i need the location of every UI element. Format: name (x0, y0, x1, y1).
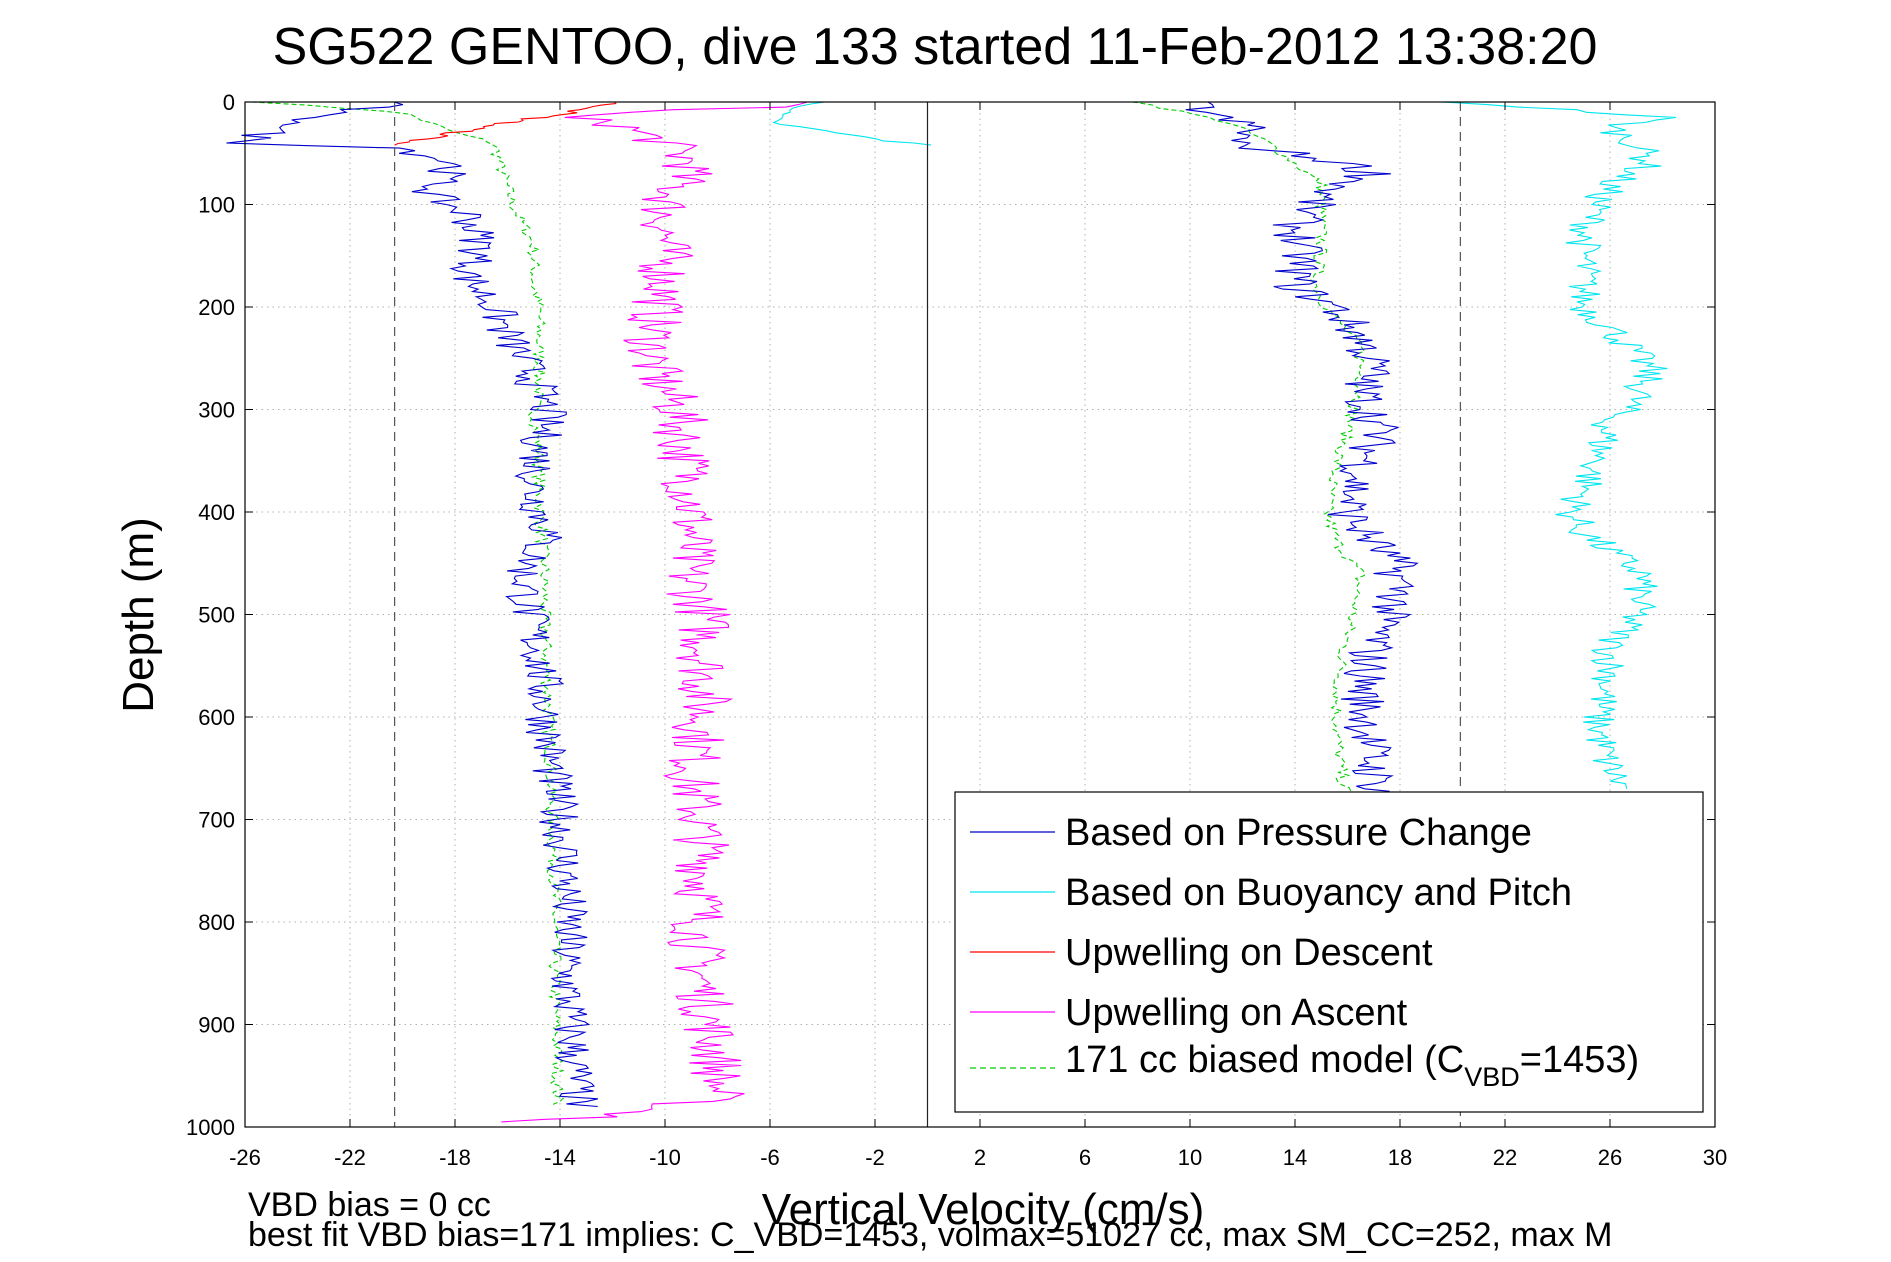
y-tick-label: 0 (223, 90, 235, 115)
footer-bias-text: VBD bias = 0 cc (248, 1186, 491, 1224)
series-pressure-change-line (226, 101, 599, 1108)
y-tick-label: 400 (198, 500, 235, 525)
series-biased-model-line (251, 101, 565, 1105)
chart-title: SG522 GENTOO, dive 133 started 11-Feb-20… (273, 18, 1598, 76)
legend-biased-model-sub: VBD (1464, 1062, 1520, 1092)
series-layer (226, 101, 1677, 1123)
x-tick-label: 14 (1283, 1145, 1307, 1170)
legend-biased-model-end: =1453) (1520, 1039, 1639, 1081)
y-tick-label: 300 (198, 398, 235, 423)
y-axis-ticks: 0 100 200 300 400 500 600 700 800 900 1000 (186, 90, 1715, 1140)
x-tick-label: -10 (649, 1145, 681, 1170)
x-tick-label: 10 (1178, 1145, 1202, 1170)
legend-biased-model-main: 171 cc biased model (C (1065, 1039, 1464, 1081)
y-tick-label: 100 (198, 193, 235, 218)
legend-item-biased-model: 171 cc biased model (CVBD=1453) (1065, 1039, 1639, 1092)
reference-lines (394, 102, 1461, 1127)
x-tick-label: -6 (760, 1145, 780, 1170)
y-tick-label: 600 (198, 705, 235, 730)
x-tick-label: -22 (334, 1145, 366, 1170)
x-tick-label: -14 (544, 1145, 576, 1170)
legend-item-upwelling-descent: Upwelling on Descent (1065, 932, 1433, 974)
x-axis-ticks: -26 -22 -18 -14 -10 -6 -2 2 6 10 14 18 22 26 30 (229, 102, 1727, 1170)
footer-fit-text: best fit VBD bias=171 implies: C_VBD=145… (248, 1216, 1612, 1254)
legend-item-upwelling-ascent: Upwelling on Ascent (1065, 992, 1408, 1034)
y-tick-label: 500 (198, 603, 235, 628)
legend-box (954, 791, 1704, 1113)
x-tick-label: 6 (1079, 1145, 1091, 1170)
y-tick-label: 800 (198, 910, 235, 935)
series-pressure-change-mirror-line (1185, 101, 1419, 800)
y-tick-label: 900 (198, 1013, 235, 1038)
legend-item-pressure-change: Based on Pressure Change (1065, 812, 1532, 854)
legend: Based on Pressure Change Based on Buoyan… (954, 791, 1704, 1113)
x-tick-label: -26 (229, 1145, 261, 1170)
series-upwelling-ascent-line (501, 101, 808, 1123)
x-tick-label: -2 (865, 1145, 885, 1170)
y-axis-label: Depth (m) (114, 517, 163, 713)
y-tick-label: 700 (198, 808, 235, 833)
series-biased-model-mirror-line (1132, 101, 1366, 798)
y-tick-label: 1000 (186, 1115, 235, 1140)
legend-item-buoyancy-pitch: Based on Buoyancy and Pitch (1065, 872, 1572, 914)
y-tick-label: 200 (198, 295, 235, 320)
series-buoyancy-pitch-line (772, 101, 932, 146)
x-tick-label: 18 (1388, 1145, 1412, 1170)
x-tick-label: -18 (439, 1145, 471, 1170)
x-axis-label: Vertical Velocity (cm/s) (762, 1185, 1205, 1234)
x-tick-label: 2 (974, 1145, 986, 1170)
series-upwelling-descent-line (394, 101, 617, 146)
x-tick-label: 30 (1703, 1145, 1727, 1170)
x-tick-label: 26 (1598, 1145, 1622, 1170)
series-buoyancy-pitch-mirror-line (1441, 101, 1677, 789)
x-tick-label: 22 (1493, 1145, 1517, 1170)
